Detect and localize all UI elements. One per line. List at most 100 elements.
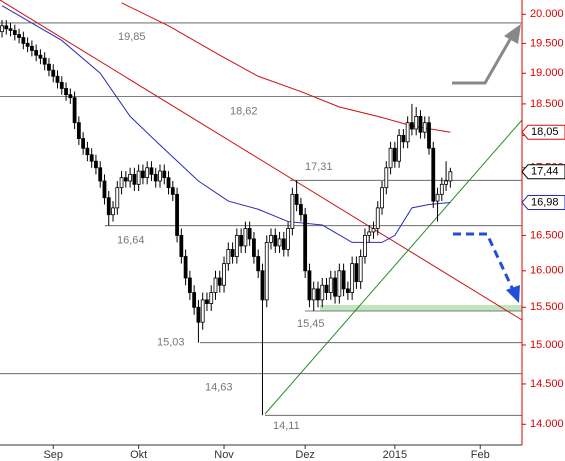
candle-body [418, 115, 423, 133]
candle-body [42, 57, 47, 65]
candle-body [298, 204, 303, 216]
candle-body [333, 277, 337, 297]
candle-body [392, 147, 397, 162]
candle-body [256, 256, 261, 272]
candle-body [200, 299, 205, 323]
candle-body [111, 207, 115, 216]
candle-body [38, 54, 43, 59]
candle-body [17, 34, 21, 38]
candle-body [175, 193, 179, 236]
blue-arrow-head [506, 285, 520, 303]
candle-body [89, 154, 94, 162]
candle-body [179, 235, 184, 257]
candle-body [55, 75, 60, 83]
candle-body [316, 288, 320, 301]
candle-body [273, 235, 278, 247]
candle-body [260, 270, 265, 301]
price-tag-label: 18,05 [531, 126, 559, 138]
candle-body [277, 238, 282, 247]
candle-body [388, 147, 393, 169]
level-label: 15,03 [157, 337, 185, 349]
candle-body [427, 122, 431, 149]
y-tick-label: 18.500 [530, 98, 564, 110]
candle-body [286, 228, 290, 250]
candle-body [410, 122, 414, 130]
candle-body [196, 306, 201, 323]
candle-body [367, 231, 372, 236]
candle-body [136, 170, 141, 185]
level-label: 18,62 [230, 105, 258, 117]
candle-body [350, 263, 355, 293]
level-label: 17,31 [305, 161, 333, 173]
candle-body [166, 177, 171, 189]
candle-body [72, 97, 77, 124]
y-tick-label: 15.000 [530, 339, 564, 351]
candle-body [252, 238, 256, 257]
blue-arrow [453, 232, 515, 291]
candle-body [106, 197, 111, 216]
candle-body [281, 238, 286, 250]
level-label: 15,45 [297, 318, 325, 330]
candle-body [0, 25, 4, 33]
candle-body [328, 277, 333, 293]
y-tick-label: 20.000 [530, 8, 564, 20]
level-label: 16,64 [117, 235, 145, 247]
price-tag [521, 164, 565, 180]
y-tick-label: 14.000 [530, 418, 564, 430]
level-label: 19,85 [118, 31, 146, 43]
candle-body [444, 180, 448, 185]
candle-body [85, 147, 90, 156]
candle-body [290, 193, 295, 229]
candle-body [247, 228, 252, 240]
down-trendline [0, 0, 523, 321]
candle-body [51, 69, 56, 77]
candle-body [222, 263, 226, 286]
candle-body [29, 45, 34, 51]
candle-body [34, 50, 39, 56]
candle-body [401, 134, 406, 143]
candle-body [170, 187, 175, 195]
candle-body [145, 167, 150, 179]
candle-body [149, 167, 154, 175]
price-tag [521, 124, 565, 140]
candle-body [269, 235, 273, 243]
candle-body [363, 235, 367, 257]
candle-body [264, 242, 269, 301]
candle-body [311, 288, 316, 301]
x-tick-label: 2015 [383, 449, 407, 461]
level-label: 14,63 [205, 382, 233, 394]
candle-body [158, 170, 162, 182]
candle-body [119, 177, 124, 189]
candle-body [320, 284, 325, 301]
y-tick-label: 15.500 [530, 301, 564, 313]
candle-body [123, 177, 128, 182]
moving-average [121, 2, 451, 133]
candle-body [380, 187, 384, 209]
y-tick-label: 14.500 [530, 378, 564, 390]
candle-body [47, 63, 51, 71]
price-tag [521, 194, 565, 210]
level-label: 14,11 [273, 420, 300, 432]
candle-body [324, 284, 329, 293]
candle-body [205, 299, 209, 304]
x-tick-label: Nov [214, 449, 234, 461]
up-trendline [264, 119, 523, 415]
candle-body [217, 277, 222, 286]
candle-body [358, 256, 363, 283]
candle-body [384, 167, 389, 189]
candle-body [439, 183, 444, 195]
candle-body [307, 270, 312, 301]
gray-arrow [452, 35, 514, 85]
candle-body [68, 94, 73, 99]
candle-body [12, 30, 17, 35]
y-tick-label: 16.500 [530, 229, 564, 241]
candle-body [21, 37, 26, 44]
candle-body [337, 270, 342, 297]
support-zone [320, 305, 522, 311]
candle-body [98, 167, 103, 182]
candle-body [375, 207, 380, 229]
candle-body [239, 235, 244, 247]
candle-body [4, 25, 9, 30]
candle-body [354, 263, 359, 283]
